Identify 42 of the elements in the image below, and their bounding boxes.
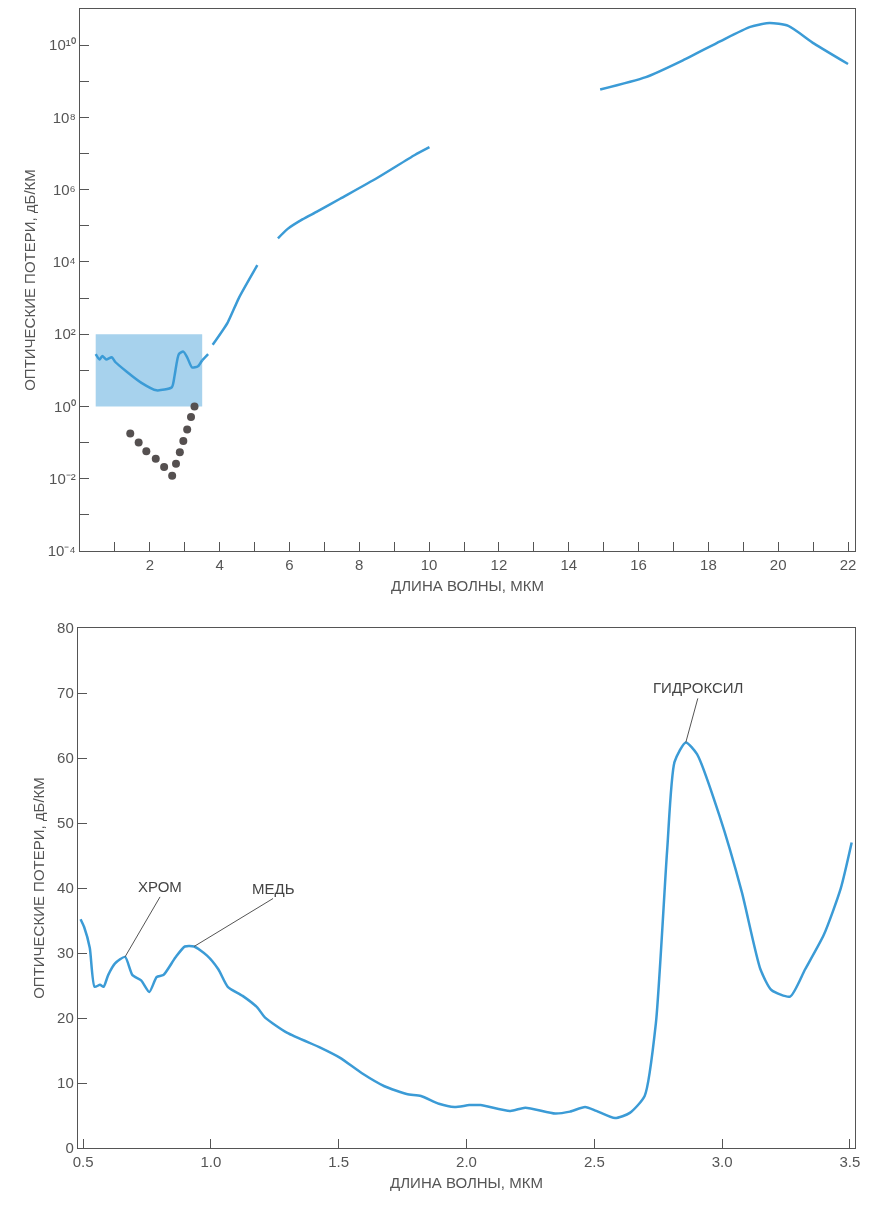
x-axis-title: ДЛИНА ВОЛНЫ, МКМ <box>390 1174 543 1192</box>
x-tick-label: 12 <box>490 556 508 574</box>
x-tick-label: 10 <box>420 556 438 574</box>
y-tick-label: 10 <box>57 1074 74 1092</box>
x-tick-label: 8 <box>355 556 364 574</box>
y-tick-label: 70 <box>57 684 74 702</box>
x-tick-label: 18 <box>700 556 717 574</box>
y-tick-label: 20 <box>57 1009 74 1027</box>
y-tick-label: 80 <box>57 619 74 637</box>
annotation: МЕДЬ <box>252 880 295 897</box>
x-axis-title: ДЛИНА ВОЛНЫ, МКМ <box>391 577 544 595</box>
y-tick-label: 10⁻⁴ <box>47 542 76 560</box>
y-tick-label: 10⁸ <box>52 108 76 126</box>
x-tick-label: 6 <box>285 556 294 574</box>
annotation: ХРОМ <box>138 878 182 895</box>
x-tick-label: 2 <box>145 556 154 574</box>
y-tick-label: 10⁻² <box>49 469 76 487</box>
x-tick-label: 2.5 <box>583 1153 605 1171</box>
x-tick-label: 3.5 <box>839 1153 861 1171</box>
x-tick-label: 16 <box>630 556 647 574</box>
x-tick-label: 3.0 <box>711 1153 733 1171</box>
y-axis-title: ОПТИЧЕСКИЕ ПОТЕРИ, дБ/КМ <box>30 777 48 999</box>
x-tick-label: 0.5 <box>72 1153 94 1171</box>
y-tick-label: 40 <box>57 879 74 897</box>
x-tick-label: 14 <box>560 556 578 574</box>
y-tick-label: 0 <box>65 1139 74 1157</box>
y-tick-label: 50 <box>57 814 74 832</box>
x-tick-label: 22 <box>839 556 857 574</box>
x-tick-label: 1.5 <box>328 1153 350 1171</box>
x-tick-label: 2.0 <box>456 1153 477 1171</box>
annotation: ГИДРОКСИЛ <box>653 679 744 696</box>
y-tick-label: 10⁴ <box>52 253 76 271</box>
x-tick-label: 20 <box>769 556 787 574</box>
y-tick-label: 60 <box>57 749 74 767</box>
y-tick-label: 30 <box>57 944 74 962</box>
y-axis-title: ОПТИЧЕСКИЕ ПОТЕРИ, дБ/КМ <box>21 169 39 391</box>
y-tick-label: 10² <box>54 325 76 343</box>
y-tick-label: 10⁶ <box>52 180 76 198</box>
x-tick-label: 4 <box>215 556 224 574</box>
y-tick-label: 10⁰ <box>54 397 76 415</box>
y-tick-label: 10¹⁰ <box>49 36 76 54</box>
x-tick-label: 1.0 <box>200 1153 222 1171</box>
